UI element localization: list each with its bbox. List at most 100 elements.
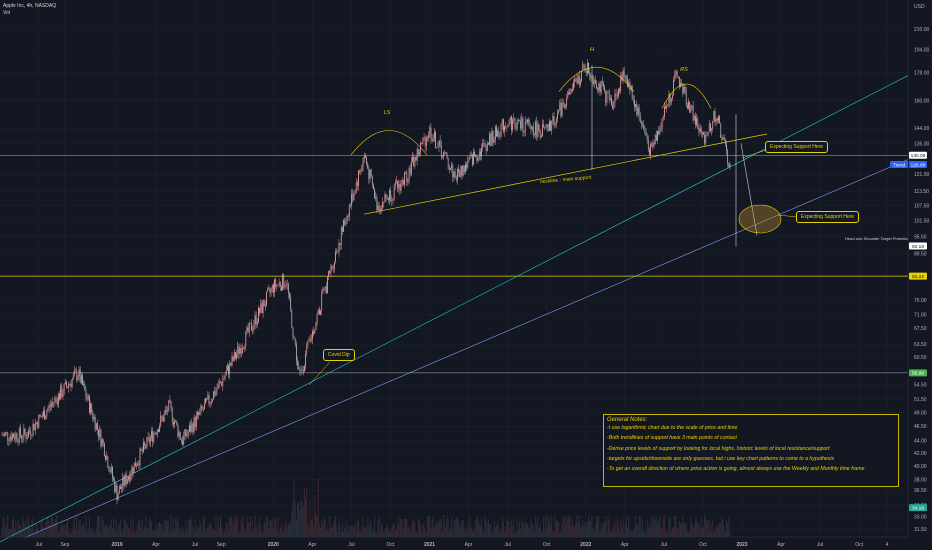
- candle-body: [450, 168, 451, 170]
- candle-body: [220, 382, 221, 383]
- candle-body: [527, 119, 528, 123]
- candle-body: [238, 346, 240, 354]
- volume-bar: [423, 522, 425, 537]
- candle-body: [371, 176, 373, 185]
- candle-body: [327, 276, 328, 294]
- y-tick-label: 54.50: [914, 382, 927, 388]
- candle-body: [63, 384, 65, 394]
- volume-bar: [571, 518, 573, 537]
- volume-bar: [563, 516, 565, 537]
- candle-body: [254, 315, 256, 325]
- support-callout-lower[interactable]: Expecting Support Here: [796, 211, 860, 223]
- volume-bar: [381, 522, 382, 537]
- volume-bar: [101, 515, 103, 537]
- candle-body: [330, 266, 332, 274]
- volume-bar: [146, 527, 148, 537]
- volume-bar: [677, 529, 679, 537]
- volume-bar: [29, 524, 31, 537]
- volume-bar: [366, 528, 368, 537]
- volume-bar: [397, 522, 399, 537]
- candle-body: [670, 98, 672, 103]
- neckline: [363, 133, 768, 215]
- volume-bar: [202, 516, 204, 537]
- candle-body: [53, 402, 55, 403]
- volume-bar: [93, 531, 95, 537]
- candle-body: [373, 184, 374, 189]
- candle-body: [97, 423, 98, 430]
- volume-bar: [477, 518, 479, 537]
- candle-body: [419, 152, 420, 155]
- candle-body: [635, 104, 637, 107]
- volume-bar: [698, 523, 700, 537]
- volume-bar: [253, 528, 255, 537]
- candle-body: [83, 383, 85, 385]
- candle-body: [603, 83, 604, 87]
- candle-body: [103, 443, 105, 457]
- volume-bar: [76, 515, 78, 537]
- covid-dip-callout[interactable]: Covid Dip: [323, 349, 355, 361]
- volume-bar: [598, 515, 600, 537]
- candle-body: [667, 105, 669, 107]
- volume-bar: [232, 525, 234, 537]
- volume-bar: [230, 516, 232, 537]
- volume-bar: [414, 520, 416, 537]
- volume-indicator-label[interactable]: Vol: [3, 10, 10, 16]
- volume-bar: [636, 524, 638, 537]
- volume-bar: [209, 524, 211, 537]
- volume-bar: [497, 520, 499, 537]
- candle-body: [115, 485, 117, 492]
- candle-body: [43, 410, 44, 417]
- volume-bar: [417, 518, 419, 537]
- candle-body: [177, 424, 179, 437]
- support-callout-upper[interactable]: Expecting Support Here: [765, 141, 829, 153]
- volume-bar: [625, 515, 627, 537]
- volume-bar: [78, 520, 80, 537]
- candle-body: [152, 431, 154, 442]
- candle-body: [569, 89, 571, 95]
- volume-bar: [282, 530, 284, 537]
- volume-bar: [147, 529, 149, 537]
- volume-bar: [400, 519, 402, 537]
- volume-bar: [119, 518, 121, 537]
- volume-bar: [84, 530, 86, 537]
- volume-bar: [568, 515, 570, 537]
- candle-body: [489, 133, 490, 145]
- candle-body: [225, 370, 227, 376]
- volume-bar: [570, 525, 572, 537]
- candle-body: [715, 118, 717, 123]
- candle-body: [133, 462, 135, 473]
- candle-body: [440, 145, 442, 158]
- y-tick-label: 46.50: [914, 424, 927, 430]
- candle-body: [164, 410, 166, 414]
- volume-bar: [478, 523, 480, 537]
- volume-bar: [450, 527, 451, 537]
- candle-body: [46, 410, 48, 417]
- candle-body: [582, 64, 584, 72]
- volume-bar: [540, 532, 542, 537]
- y-tick-label: 194.00: [914, 48, 930, 54]
- candle-body: [55, 397, 57, 399]
- general-notes-box[interactable]: General Notes: -I use logarithmic chart …: [603, 414, 899, 487]
- candle-body: [681, 83, 683, 85]
- candle-body: [491, 130, 493, 146]
- candle-body: [141, 450, 143, 452]
- volume-bar: [316, 517, 318, 537]
- candle-body: [644, 129, 646, 132]
- volume-bar: [303, 488, 305, 537]
- volume-bar: [415, 531, 417, 537]
- volume-bar: [688, 532, 690, 537]
- volume-bar: [141, 519, 143, 537]
- candle-body: [45, 416, 47, 420]
- volume-bar: [639, 516, 641, 537]
- volume-bar: [634, 527, 635, 537]
- candle-body: [499, 136, 501, 137]
- candle-body: [542, 124, 543, 136]
- candle-body: [500, 124, 502, 137]
- volume-bar: [593, 529, 595, 537]
- volume-bar: [441, 531, 443, 537]
- volume-bar: [612, 529, 614, 537]
- y-tick-label: 63.50: [914, 342, 927, 348]
- volume-bar: [315, 513, 317, 537]
- y-tick-label: 210.00: [914, 27, 930, 33]
- candle-body: [711, 128, 712, 131]
